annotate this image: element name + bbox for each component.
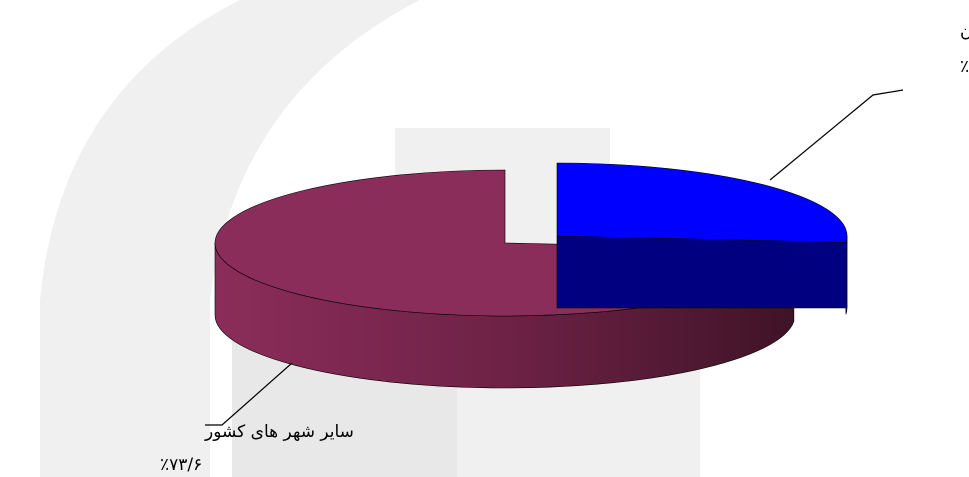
slice-cut-face-tehran (556, 235, 848, 309)
slice-label-other: سایر شهر های کشور (204, 422, 354, 442)
slice-label-tehran: تهران (960, 22, 969, 42)
pie-slice-tehran (556, 162, 848, 315)
leader-line-tehran (769, 89, 904, 181)
slice-value-other: ٪۷۳/۶ (160, 455, 202, 475)
slice-top-tehran (556, 162, 848, 243)
slice-value-tehran: ٪۲۶/۴ (960, 57, 969, 77)
leader-lines (205, 89, 904, 426)
leader-line-other (205, 362, 293, 426)
pie-layer (214, 162, 848, 389)
